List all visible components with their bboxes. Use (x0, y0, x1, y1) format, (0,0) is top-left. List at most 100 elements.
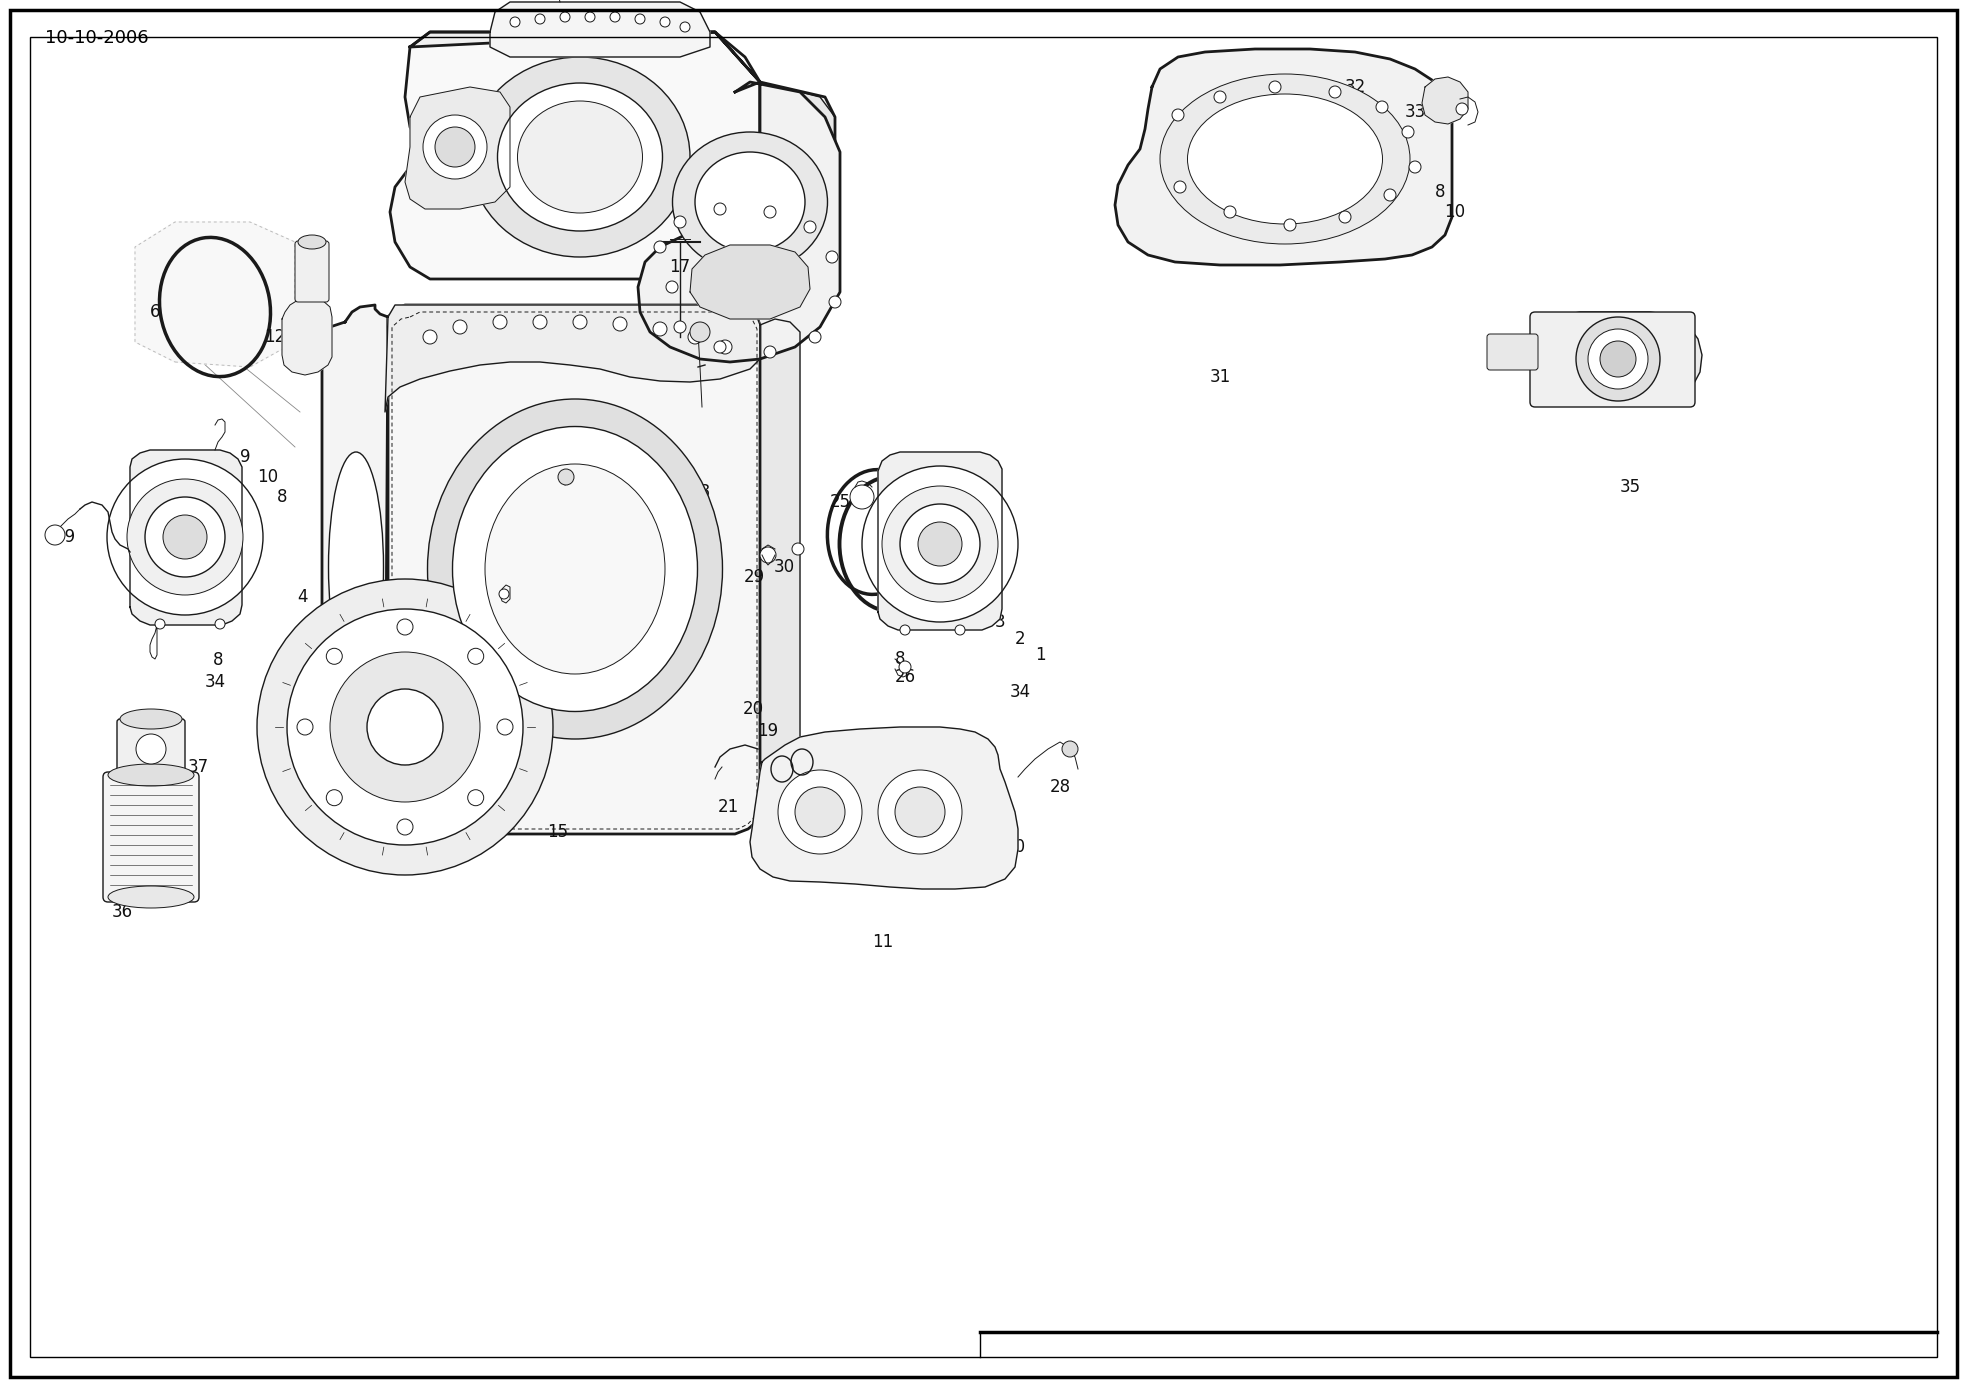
Text: 17: 17 (669, 258, 690, 276)
FancyBboxPatch shape (1487, 334, 1538, 370)
Text: 15: 15 (547, 822, 568, 841)
Text: 22: 22 (779, 759, 801, 775)
Ellipse shape (486, 465, 665, 674)
Text: 30: 30 (773, 558, 795, 576)
Circle shape (1223, 207, 1235, 218)
Circle shape (494, 315, 507, 329)
Circle shape (795, 786, 846, 836)
Text: 25: 25 (830, 492, 850, 510)
Circle shape (667, 282, 679, 293)
FancyBboxPatch shape (1530, 312, 1696, 406)
Polygon shape (130, 449, 242, 626)
Circle shape (572, 315, 586, 329)
Text: 31: 31 (1210, 368, 1231, 386)
Polygon shape (1422, 78, 1467, 123)
Text: 7: 7 (108, 538, 118, 556)
Circle shape (610, 12, 620, 22)
Circle shape (533, 315, 547, 329)
Circle shape (561, 12, 570, 22)
Circle shape (258, 578, 553, 875)
Circle shape (1214, 92, 1225, 103)
Polygon shape (323, 305, 387, 825)
Text: 8: 8 (128, 558, 138, 576)
Ellipse shape (120, 709, 183, 730)
Text: 28: 28 (1050, 778, 1070, 796)
Ellipse shape (108, 764, 195, 786)
Text: 8: 8 (995, 818, 1005, 836)
Ellipse shape (108, 886, 195, 908)
Circle shape (1269, 80, 1281, 93)
Circle shape (1062, 741, 1078, 757)
Circle shape (1172, 110, 1184, 121)
Text: 2: 2 (1015, 630, 1025, 648)
Polygon shape (637, 82, 840, 362)
Text: 19: 19 (757, 723, 779, 741)
Text: 37: 37 (187, 759, 209, 775)
Circle shape (635, 14, 645, 24)
Circle shape (690, 322, 710, 343)
Text: 8: 8 (966, 573, 978, 591)
Text: 8: 8 (1434, 183, 1446, 201)
Circle shape (881, 485, 997, 602)
Circle shape (327, 648, 342, 664)
Circle shape (919, 522, 962, 566)
Circle shape (330, 652, 480, 802)
Text: 6: 6 (149, 302, 159, 320)
Text: 4: 4 (297, 588, 307, 606)
Circle shape (1456, 103, 1467, 115)
Circle shape (1340, 211, 1351, 223)
Circle shape (535, 14, 545, 24)
Circle shape (759, 546, 777, 563)
Circle shape (714, 203, 726, 215)
Polygon shape (877, 452, 1001, 630)
Circle shape (1587, 329, 1648, 388)
FancyBboxPatch shape (116, 718, 185, 779)
Polygon shape (690, 245, 810, 319)
Circle shape (452, 320, 466, 334)
Text: 26: 26 (895, 669, 915, 687)
Circle shape (1385, 189, 1397, 201)
Ellipse shape (498, 83, 663, 232)
Circle shape (901, 626, 911, 635)
Text: 6: 6 (869, 569, 881, 585)
Circle shape (500, 589, 509, 599)
Text: 27: 27 (905, 773, 926, 791)
Polygon shape (1530, 312, 1701, 404)
Circle shape (901, 503, 980, 584)
Circle shape (808, 331, 820, 343)
Circle shape (163, 515, 207, 559)
Circle shape (793, 542, 805, 555)
Circle shape (714, 341, 726, 354)
Text: 32: 32 (1343, 78, 1365, 96)
Ellipse shape (297, 234, 327, 250)
Text: 1: 1 (148, 578, 157, 596)
Text: 29: 29 (744, 569, 765, 585)
Text: 4: 4 (946, 553, 958, 571)
Polygon shape (409, 32, 836, 207)
Circle shape (862, 466, 1019, 621)
Text: 33: 33 (1404, 103, 1426, 121)
Circle shape (675, 216, 686, 227)
Ellipse shape (673, 132, 828, 272)
Text: 10: 10 (1444, 203, 1465, 221)
Circle shape (423, 330, 437, 344)
Circle shape (805, 221, 816, 233)
Polygon shape (386, 305, 759, 412)
Text: 10: 10 (1005, 838, 1025, 856)
FancyBboxPatch shape (295, 241, 328, 302)
Circle shape (826, 251, 838, 264)
Ellipse shape (1188, 94, 1383, 223)
Circle shape (614, 318, 627, 331)
Ellipse shape (470, 57, 690, 257)
Circle shape (1377, 101, 1389, 112)
Ellipse shape (517, 101, 643, 214)
Text: 14: 14 (730, 143, 751, 161)
Polygon shape (405, 87, 509, 209)
Text: 9: 9 (240, 448, 250, 466)
Circle shape (509, 17, 519, 26)
Circle shape (877, 770, 962, 854)
Text: 7: 7 (985, 588, 995, 606)
Circle shape (895, 786, 944, 836)
Circle shape (1174, 180, 1186, 193)
Circle shape (128, 479, 244, 595)
